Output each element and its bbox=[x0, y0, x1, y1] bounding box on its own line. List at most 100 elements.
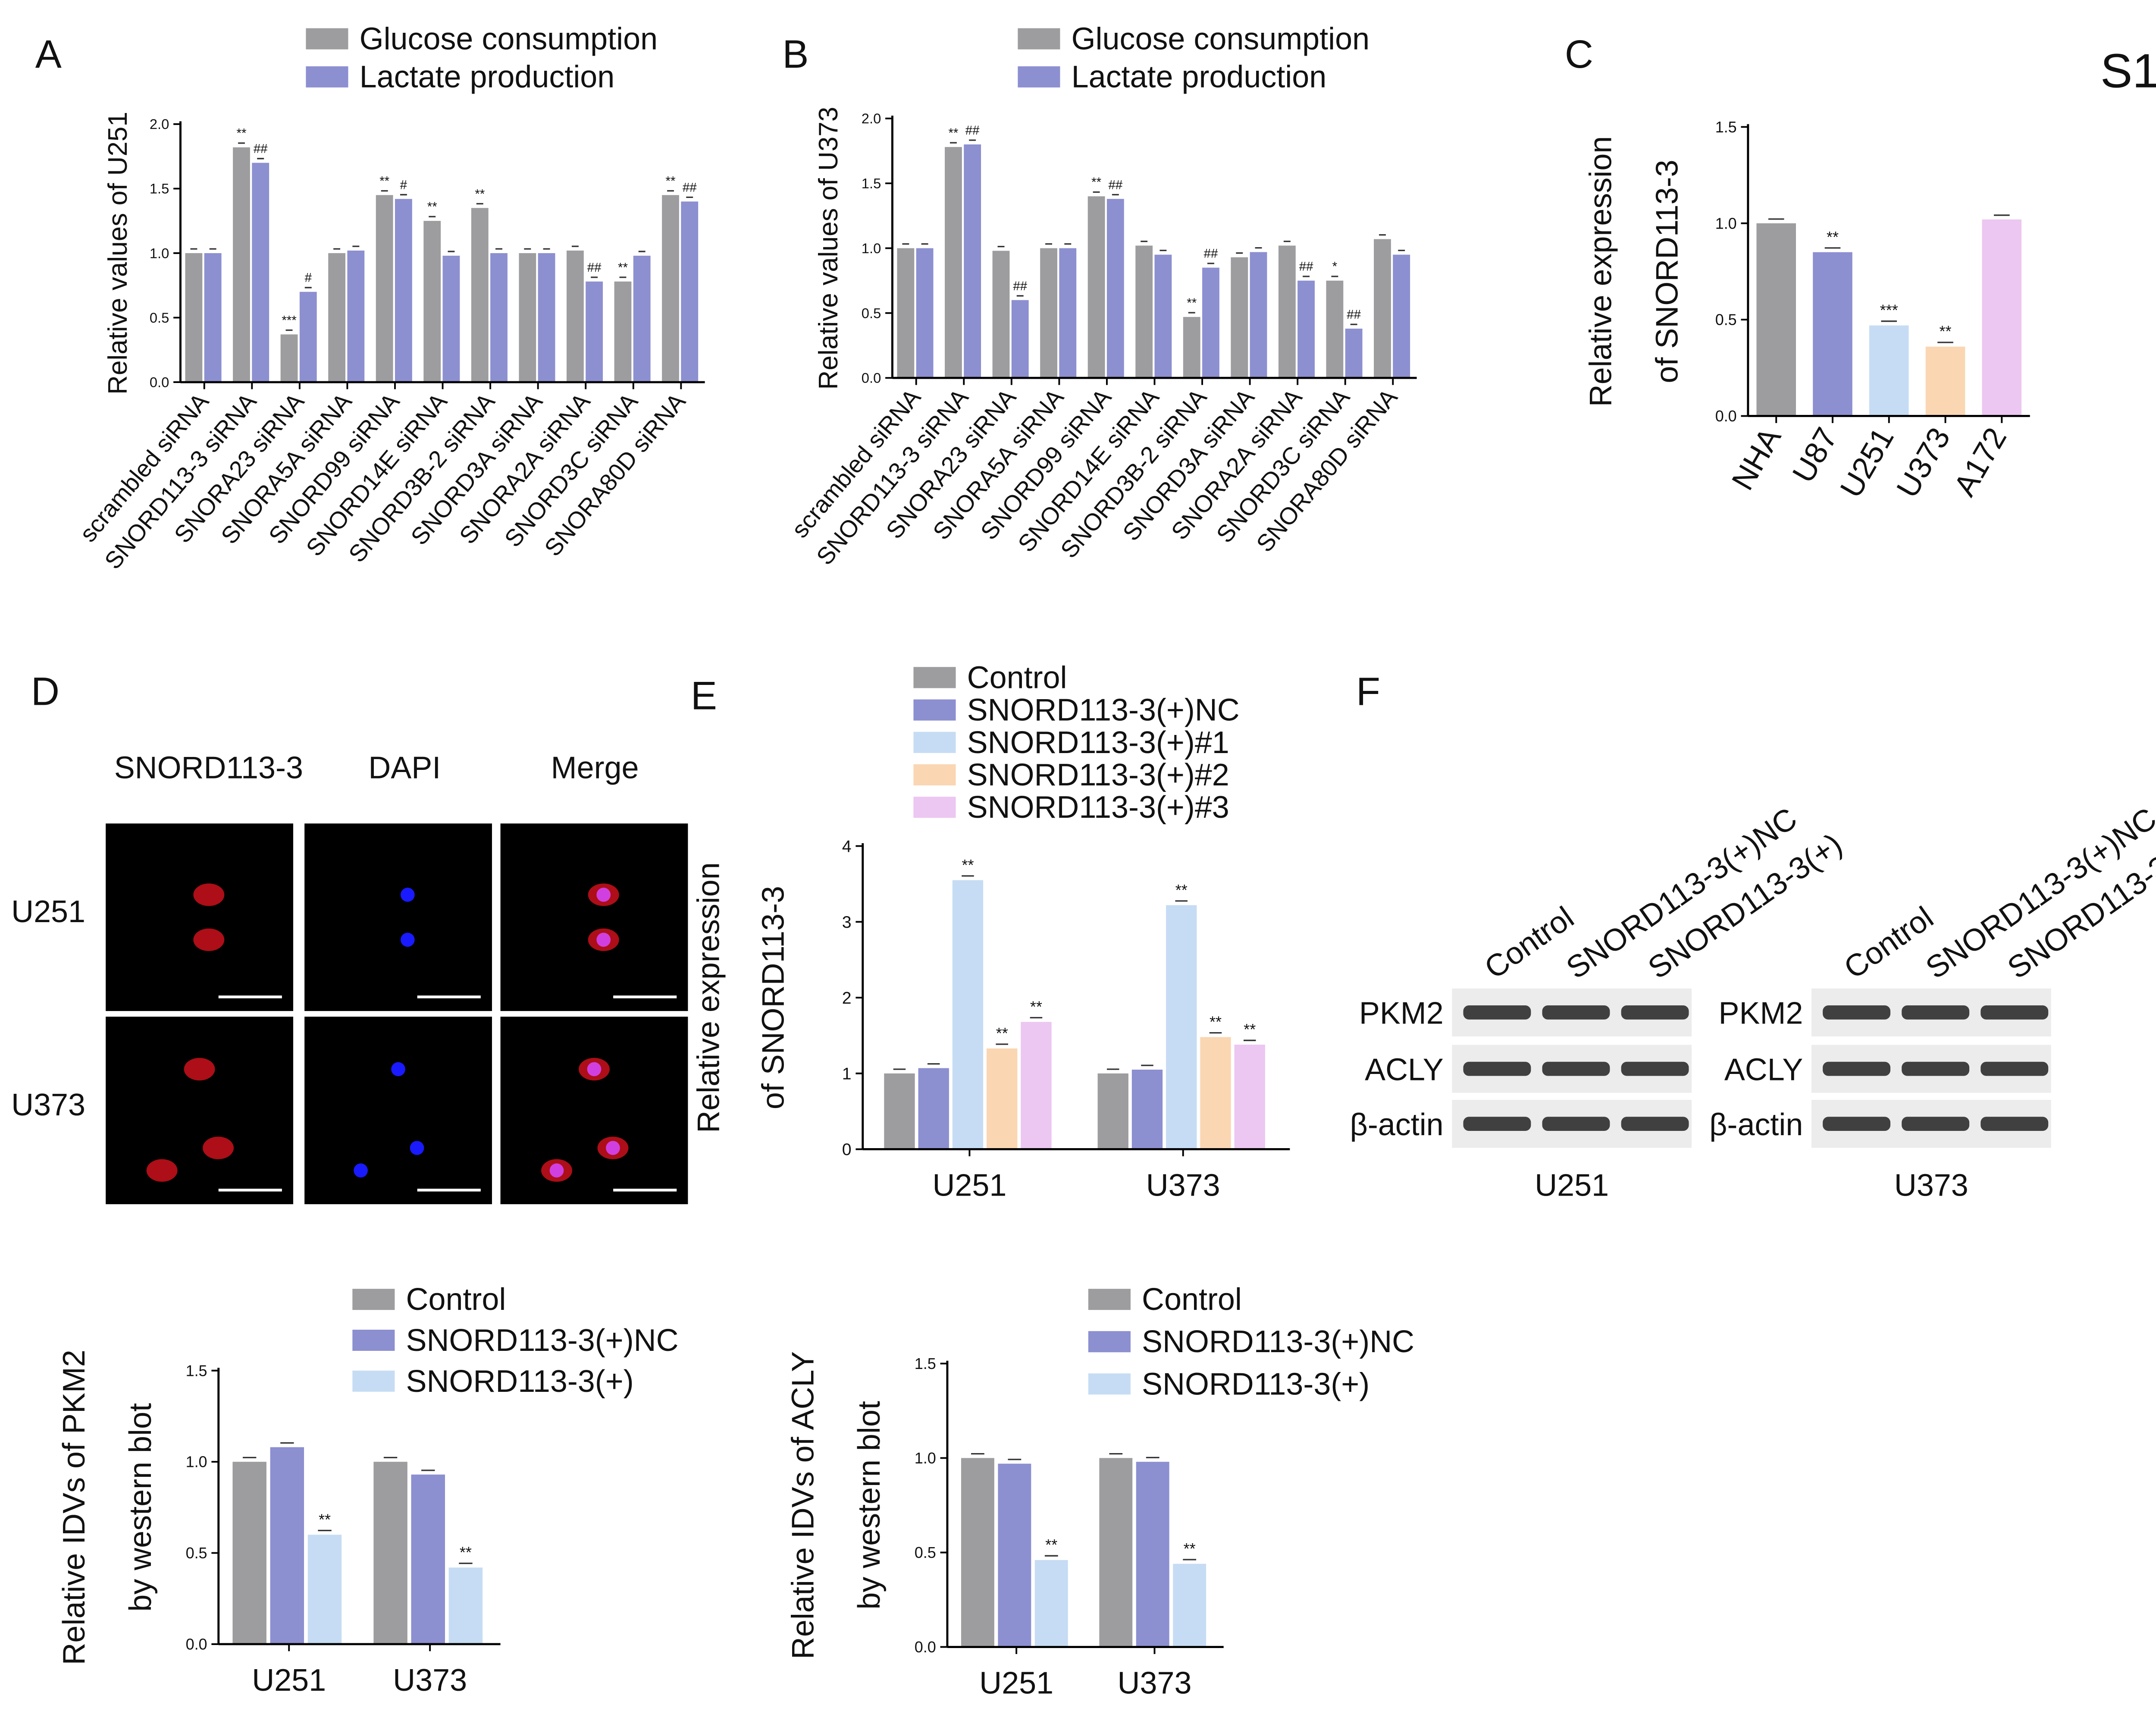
x-tick-label: NHA bbox=[1725, 422, 1788, 496]
protein-label: PKM2 bbox=[1359, 996, 1444, 1031]
x-tick-label: U373 bbox=[1890, 422, 1957, 503]
x-tick-label: U373 bbox=[1118, 1666, 1192, 1700]
panel-letter: A bbox=[35, 32, 62, 76]
y-tick-label: 4 bbox=[842, 837, 852, 856]
significance-label: ** bbox=[475, 187, 485, 201]
bar bbox=[204, 253, 222, 383]
significance-label: ** bbox=[1187, 296, 1197, 310]
bar bbox=[1021, 1022, 1052, 1149]
blot-band bbox=[1463, 1005, 1531, 1020]
bar bbox=[1154, 254, 1172, 378]
micrograph bbox=[106, 1017, 293, 1204]
bar bbox=[328, 253, 345, 383]
blot-band bbox=[1823, 1061, 1891, 1076]
micrograph bbox=[304, 823, 492, 1011]
bar bbox=[884, 1073, 915, 1149]
significance-label: ## bbox=[1347, 308, 1361, 322]
bar bbox=[681, 201, 699, 383]
bar bbox=[918, 1068, 949, 1149]
y-tick-label: 2 bbox=[842, 989, 852, 1008]
bar bbox=[252, 163, 270, 383]
figure-label: S1 bbox=[2100, 44, 2156, 98]
nucleus bbox=[400, 932, 415, 947]
bar bbox=[633, 255, 651, 383]
y-tick-label: 2.0 bbox=[862, 110, 881, 126]
bar bbox=[538, 253, 555, 383]
significance-label: ** bbox=[666, 174, 676, 188]
significance-label: ## bbox=[1204, 247, 1218, 261]
legend-swatch bbox=[1088, 1289, 1131, 1310]
legend-swatch bbox=[352, 1370, 395, 1392]
legend-swatch bbox=[306, 28, 348, 50]
y-axis-label: by western blot bbox=[123, 1403, 158, 1612]
cell-signal bbox=[184, 1058, 215, 1081]
bar bbox=[1136, 1462, 1169, 1647]
bar bbox=[471, 208, 489, 383]
significance-label: ** bbox=[427, 200, 437, 214]
bar bbox=[376, 195, 393, 383]
y-axis-label: Relative IDVs of PKM2 bbox=[57, 1350, 91, 1665]
blot-band bbox=[1823, 1117, 1891, 1131]
nucleus-merge bbox=[587, 1062, 602, 1077]
significance-label: ** bbox=[618, 261, 628, 275]
y-axis-label: Relative values of U373 bbox=[814, 107, 843, 389]
legend-label: Control bbox=[406, 1282, 506, 1317]
bar bbox=[1374, 239, 1391, 378]
y-tick-label: 0.5 bbox=[186, 1544, 207, 1562]
y-tick-label: 1 bbox=[842, 1064, 852, 1083]
significance-label: ** bbox=[1940, 323, 1952, 340]
bar bbox=[614, 281, 632, 383]
bar bbox=[233, 147, 250, 383]
bar bbox=[1278, 245, 1296, 378]
significance-label: ** bbox=[962, 856, 974, 874]
column-label: Merge bbox=[551, 751, 639, 785]
blot-band bbox=[1542, 1061, 1610, 1076]
bar bbox=[952, 880, 984, 1149]
legend-label: Control bbox=[1142, 1282, 1242, 1317]
y-tick-label: 1.0 bbox=[862, 240, 881, 256]
nucleus-merge bbox=[549, 1163, 564, 1178]
y-tick-label: 1.0 bbox=[150, 245, 169, 261]
y-tick-label: 0.0 bbox=[862, 370, 881, 386]
significance-label: *** bbox=[282, 313, 296, 327]
nucleus bbox=[400, 888, 415, 902]
bar bbox=[448, 1567, 483, 1644]
bar bbox=[945, 147, 962, 378]
significance-label: ** bbox=[1244, 1020, 1256, 1038]
blot-band bbox=[1463, 1117, 1531, 1131]
legend-swatch bbox=[306, 66, 348, 88]
y-tick-label: 0.5 bbox=[1715, 311, 1737, 329]
micrograph bbox=[304, 1017, 492, 1204]
legend-swatch bbox=[1088, 1373, 1131, 1395]
row-label: U373 bbox=[11, 1088, 85, 1122]
bar bbox=[897, 248, 915, 378]
bar bbox=[916, 248, 934, 378]
significance-label: ** bbox=[1091, 175, 1101, 189]
y-tick-label: 1.5 bbox=[1715, 118, 1737, 136]
micrograph bbox=[106, 823, 293, 1011]
y-axis-label: of SNORD113-3 bbox=[756, 886, 791, 1109]
significance-label: * bbox=[1332, 260, 1337, 274]
blot-band bbox=[1621, 1117, 1689, 1131]
blot-band bbox=[1621, 1005, 1689, 1020]
bar bbox=[1297, 280, 1315, 378]
y-tick-label: 1.5 bbox=[915, 1355, 936, 1372]
x-tick-label: U373 bbox=[1146, 1168, 1220, 1202]
y-axis-label: Relative IDVs of ACLY bbox=[786, 1351, 820, 1659]
nucleus-merge bbox=[596, 932, 611, 947]
panel-letter: E bbox=[691, 674, 717, 718]
bar bbox=[1097, 1073, 1128, 1149]
significance-label: ** bbox=[379, 174, 389, 188]
y-tick-label: 1.5 bbox=[150, 181, 169, 197]
cell-signal bbox=[203, 1136, 234, 1159]
bar bbox=[395, 199, 412, 383]
significance-label: ** bbox=[948, 126, 958, 140]
bar bbox=[1131, 1069, 1163, 1149]
panel-letter: D bbox=[31, 670, 60, 714]
significance-label: ## bbox=[683, 180, 697, 195]
bar bbox=[1011, 300, 1029, 378]
x-tick-label: U251 bbox=[979, 1666, 1053, 1700]
y-tick-label: 0 bbox=[842, 1140, 852, 1159]
bar bbox=[998, 1463, 1031, 1647]
legend-label: Lactate production bbox=[1072, 60, 1327, 94]
